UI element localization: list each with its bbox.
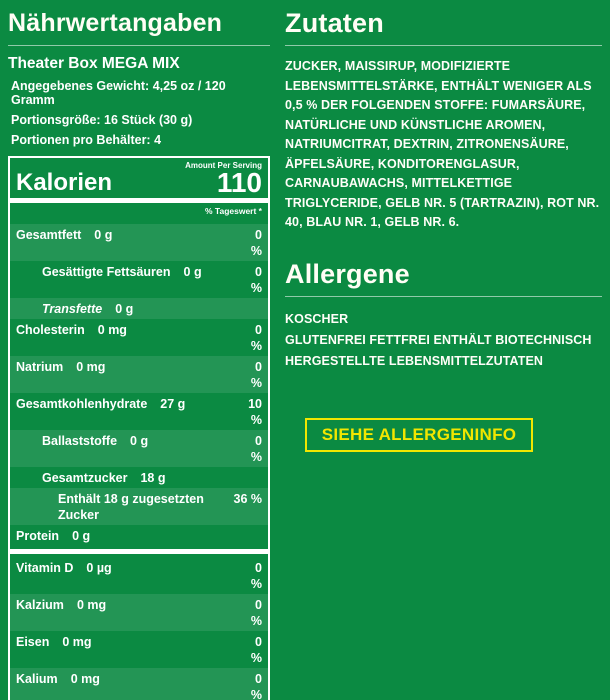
nutrition-row: Protein 0 g (10, 525, 268, 546)
amount-per-serving-label: Amount Per Serving (185, 161, 262, 170)
calories-label: Kalorien (16, 169, 113, 196)
row-label: Kalzium (16, 597, 64, 612)
allergen-kosher-line: KOSCHER (285, 311, 349, 326)
nutrition-row: Ballaststoffe 0 g 0% (10, 430, 268, 467)
row-label: Enthält 18 g zugesetzten Zucker (58, 491, 204, 522)
row-value: 0 g (183, 264, 202, 279)
row-value: 0 mg (97, 322, 127, 337)
nutrition-row: Natrium 0 mg 0% (10, 356, 268, 393)
calories-row: Kalorien 110 (10, 167, 268, 198)
nutrition-rows: Gesamtfett 0 g 0% Gesättigte Fettsäuren … (10, 224, 268, 700)
nutrition-row: Gesamtkohlenhydrate 27 g 10% (10, 393, 268, 430)
nutrition-row: Eisen 0 mg 0% (10, 631, 268, 668)
row-percent: 0% (250, 433, 262, 464)
row-value: 0 mg (76, 597, 107, 612)
nutrition-row: Kalzium 0 mg 0% (10, 594, 268, 631)
row-label: Kalium (16, 671, 58, 686)
row-percent: 0% (250, 671, 262, 700)
row-percent: 36 % (233, 491, 263, 506)
calories-value: 110 (216, 167, 262, 198)
row-percent: 0% (250, 359, 262, 390)
serving-size: Portionsgröße: 16 Stück (30 g) (11, 113, 193, 127)
row-label: Eisen (16, 634, 50, 649)
row-percent: 0% (250, 322, 262, 353)
row-percent: 0% (250, 597, 262, 628)
see-allergen-info-button[interactable]: SIEHE ALLERGENINFO (305, 417, 533, 452)
row-label: Gesamtfett (16, 227, 82, 242)
details-panel: Zutaten ZUCKER, MAISSIRUP, MODIFIZIERTE … (285, 6, 602, 694)
row-percent: 0% (250, 560, 262, 591)
row-percent: 0% (250, 634, 262, 665)
nutrition-table: Amount Per Serving Kalorien 110 % Tagesw… (8, 156, 270, 700)
allergen-glutenfree-line: GLUTENFREI FETTFREI ENTHÄLT BIOTECHNISCH… (285, 332, 592, 368)
row-value: 0 g (130, 433, 149, 448)
ingredients-text: ZUCKER, MAISSIRUP, MODIFIZIERTE LEBENSMI… (285, 59, 600, 229)
nutrition-title: Nährwertangaben (8, 9, 223, 37)
row-value: 27 g (160, 396, 186, 411)
row-label: Gesamtkohlenhydrate (16, 396, 148, 411)
servings-per-container: Portionen pro Behälter: 4 (11, 133, 162, 147)
nutrition-title-rule (8, 45, 270, 46)
row-label: Gesättigte Fettsäuren (42, 264, 171, 279)
row-value: 0 mg (70, 671, 100, 686)
nutrition-row: Enthält 18 g zugesetzten Zucker 36 % (10, 488, 268, 525)
product-name: Theater Box MEGA MIX (8, 55, 180, 72)
row-value: 0 g (115, 301, 134, 316)
row-value: 0 µg (86, 560, 112, 575)
nutrition-panel: Nährwertangaben Theater Box MEGA MIX Ang… (8, 6, 270, 700)
row-label: Transfette (42, 301, 103, 316)
calories-divider (10, 198, 268, 203)
row-percent: 0% (250, 264, 262, 295)
allergens-title-rule (285, 295, 602, 297)
row-label: Vitamin D (16, 560, 74, 575)
ingredients-title-rule (285, 45, 602, 46)
daily-value-label: % Tageswert * (204, 206, 262, 216)
net-weight: Angegebenes Gewicht: 4,25 oz / 120 Gramm (11, 79, 226, 107)
row-label: Protein (16, 528, 60, 543)
section-divider (10, 549, 268, 554)
row-label: Natrium (16, 359, 64, 374)
allergens-title: Allergene (285, 258, 410, 289)
nutrition-row: Gesamtzucker 18 g (10, 467, 268, 488)
row-value: 0 g (72, 528, 91, 543)
row-value: 0 mg (76, 359, 106, 374)
row-label: Gesamtzucker (42, 470, 128, 485)
nutrition-row: Gesamtfett 0 g 0% (10, 224, 268, 261)
nutrition-row: Cholesterin 0 mg 0% (10, 319, 268, 356)
row-label: Ballaststoffe (42, 433, 118, 448)
row-value: 0 mg (62, 634, 92, 649)
row-value: 0 g (94, 227, 113, 242)
nutrition-row: Gesättigte Fettsäuren 0 g 0% (10, 261, 268, 298)
nutrition-row: Vitamin D 0 µg 0% (10, 557, 268, 594)
nutrition-row: Transfette 0 g (10, 298, 268, 319)
row-percent: 0% (250, 227, 262, 258)
ingredients-title: Zutaten (285, 8, 384, 38)
row-label: Cholesterin (16, 322, 85, 337)
row-percent: 10% (248, 396, 262, 427)
row-value: 18 g (140, 470, 166, 485)
nutrition-row: Kalium 0 mg 0% (10, 668, 268, 700)
